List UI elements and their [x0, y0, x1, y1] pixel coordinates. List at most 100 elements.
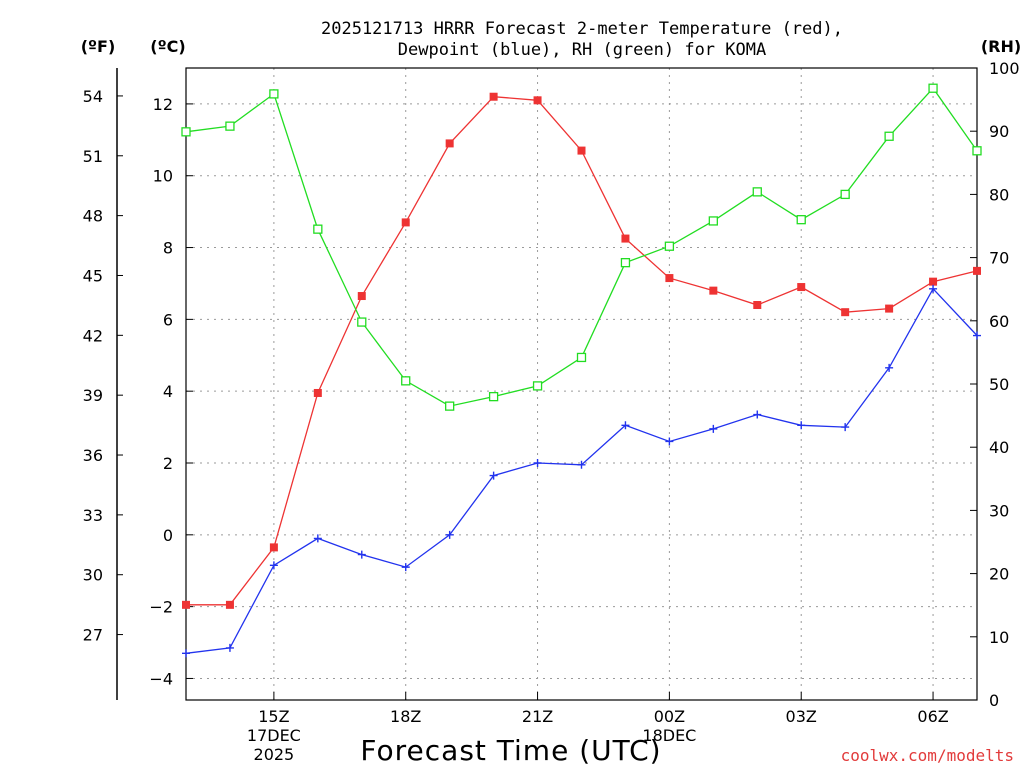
data-series [181, 83, 982, 658]
rh-tick-label: 20 [989, 565, 1009, 584]
dewpoint-point [665, 437, 674, 446]
dewpoint-point [621, 421, 630, 430]
rh-tick-label: 30 [989, 501, 1009, 520]
x-tick-label: 17DEC [247, 726, 301, 745]
dewpoint-point [445, 530, 454, 539]
rh-point [664, 241, 675, 251]
rh-tick-label: 80 [989, 185, 1009, 204]
rh-point [576, 352, 587, 363]
x-tick-label: 2025 [254, 745, 295, 764]
plot-frame [185, 67, 978, 701]
2-meter-temperature-point [445, 139, 454, 148]
2-meter-temperature-point [885, 304, 894, 313]
dewpoint-point [885, 363, 894, 372]
x-tick-label: 00Z [654, 707, 685, 726]
rh-point [884, 131, 894, 141]
2-meter-temperature-line [186, 96, 978, 606]
dewpoint-point [973, 331, 981, 340]
2-meter-temperature-point [797, 283, 806, 292]
dewpoint-point [489, 471, 498, 480]
fahrenheit-unit-label: (ºF) [81, 37, 116, 56]
rh-tick-label: 40 [989, 438, 1009, 457]
rh-point [225, 121, 235, 131]
rh-point [796, 215, 806, 225]
x-tick-label: 03Z [786, 707, 817, 726]
fahrenheit-tick-label: 51 [83, 147, 103, 166]
celsius-tick-label: 12 [153, 95, 173, 114]
celsius-tick-label: 2 [163, 454, 173, 473]
chart-title-line1: 2025121713 HRRR Forecast 2-meter Tempera… [321, 19, 843, 39]
2-meter-temperature-point [841, 308, 850, 317]
fahrenheit-tick-label: 54 [83, 87, 103, 106]
dewpoint-point [357, 550, 366, 559]
rh-point [620, 258, 631, 268]
fahrenheit-tick-label: 39 [83, 386, 103, 405]
rh-point [840, 189, 850, 200]
rh-point [313, 224, 323, 234]
2-meter-temperature-point [313, 388, 322, 397]
fahrenheit-tick-label: 45 [83, 266, 103, 285]
rh-tick-label: 10 [989, 628, 1009, 647]
dewpoint-line [185, 287, 978, 654]
dewpoint-point [929, 284, 938, 293]
dewpoint-point [797, 421, 806, 430]
dewpoint-point [753, 410, 762, 419]
2-meter-temperature-point [489, 92, 498, 101]
chart-title-line2: Dewpoint (blue), RH (green) for KOMA [398, 40, 766, 60]
x-tick-label: 18Z [390, 707, 421, 726]
rh-point [269, 89, 279, 99]
dewpoint-point [577, 460, 586, 469]
rh-point [181, 127, 191, 137]
dewpoint-point [709, 424, 718, 433]
fahrenheit-tick-label: 42 [83, 326, 103, 345]
dewpoint-point [841, 423, 850, 432]
celsius-tick-label: 8 [163, 239, 173, 258]
credit-link[interactable]: coolwx.com/modelts [841, 746, 1014, 765]
rh-point [488, 391, 499, 402]
rh-point [357, 317, 367, 327]
celsius-tick-label: 6 [163, 310, 173, 329]
x-tick-label: 15Z [258, 707, 289, 726]
dewpoint-point [401, 563, 410, 572]
celsius-tick-label: 10 [153, 167, 173, 186]
2-meter-temperature-point [182, 600, 190, 609]
rh-point [401, 376, 411, 386]
2-meter-temperature-point [753, 301, 762, 309]
fahrenheit-tick-label: 27 [83, 626, 103, 645]
dewpoint-point [182, 649, 190, 658]
celsius-tick-label: 0 [163, 526, 173, 545]
2-meter-temperature-point [621, 234, 630, 243]
rh-point [752, 187, 762, 197]
rh-point [708, 216, 718, 226]
2-meter-temperature-point [973, 266, 981, 275]
celsius-tick-label: 4 [163, 382, 173, 401]
2-meter-temperature-point [665, 274, 674, 283]
rh-tick-label: 70 [989, 249, 1009, 268]
2-meter-temperature-point [269, 543, 278, 552]
2-meter-temperature-point [357, 292, 366, 301]
celsius-tick-label: −4 [149, 669, 173, 688]
2-meter-temperature-point [929, 277, 938, 286]
dewpoint-point [313, 534, 322, 543]
dewpoint-point [225, 643, 234, 652]
x-axis-label: Forecast Time (UTC) [360, 734, 661, 767]
rh-tick-label: 0 [989, 691, 999, 710]
rh-tick-label: 60 [989, 312, 1009, 331]
rh-unit-label: (RH) [981, 37, 1021, 56]
2-meter-temperature-point [401, 218, 410, 227]
x-tick-label: 06Z [917, 707, 948, 726]
celsius-tick-label: −2 [149, 598, 173, 617]
grid-lines [186, 68, 977, 700]
axes [116, 67, 978, 701]
fahrenheit-tick-label: 33 [83, 506, 103, 525]
x-tick-label: 18DEC [642, 726, 696, 745]
fahrenheit-tick-label: 36 [83, 446, 103, 465]
x-tick-label: 21Z [522, 707, 553, 726]
2-meter-temperature-point [533, 96, 542, 105]
rh-tick-label: 90 [989, 122, 1009, 141]
fahrenheit-tick-label: 48 [83, 207, 103, 226]
dewpoint-point [269, 561, 278, 570]
rh-point [532, 381, 543, 391]
celsius-unit-label: (ºC) [150, 37, 185, 56]
